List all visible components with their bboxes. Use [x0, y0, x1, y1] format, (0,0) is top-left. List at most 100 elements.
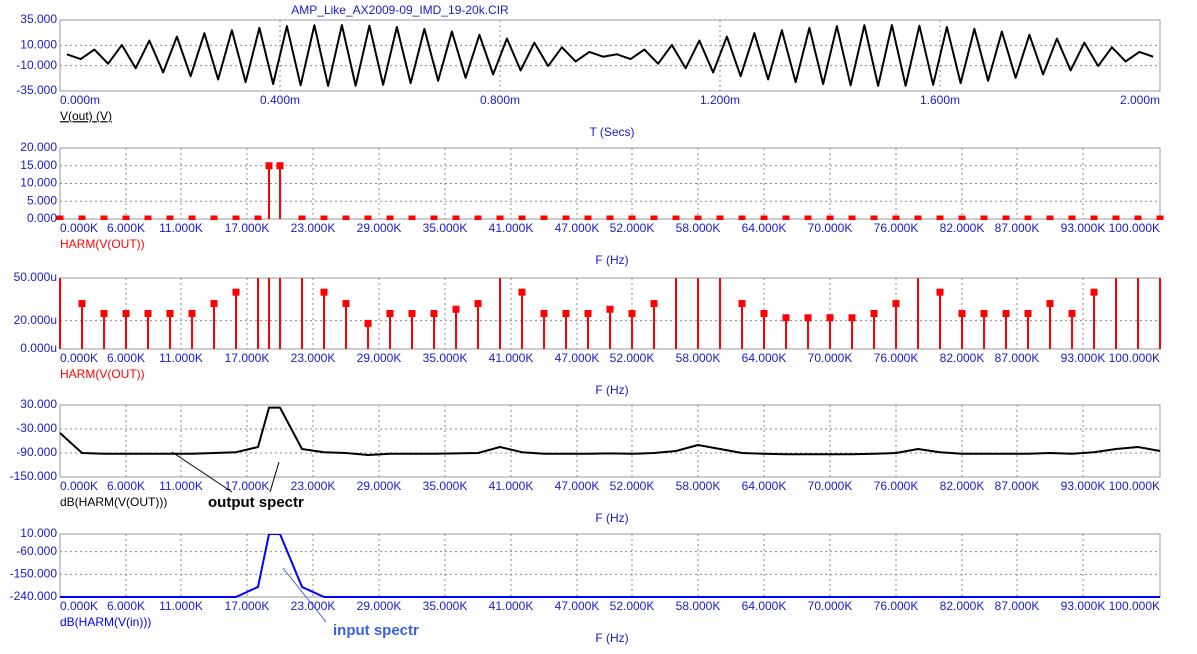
- stem-marker: [914, 215, 922, 220]
- x-tick-label: 11.000K: [159, 221, 203, 235]
- stem-marker: [518, 288, 526, 296]
- stem-marker: [606, 305, 614, 313]
- stem-marker: [694, 215, 702, 220]
- stem-marker: [540, 310, 548, 317]
- x-tick-label: 82.000K: [940, 479, 985, 493]
- stem-marker: [1112, 215, 1120, 220]
- stem-marker: [826, 215, 834, 220]
- stem-marker: [474, 215, 482, 220]
- stem-marker: [298, 215, 306, 220]
- stem-marker: [562, 310, 570, 317]
- stem-marker: [584, 215, 592, 220]
- x-tick-label: 64.000K: [742, 479, 787, 493]
- x-tick-label: 41.000K: [489, 599, 534, 613]
- stem-marker: [1046, 215, 1054, 220]
- stem-marker: [936, 288, 944, 296]
- y-tick-label: 0.000u: [20, 341, 57, 355]
- plot-frame: [59, 19, 1161, 92]
- x-tick-label: 70.000K: [808, 599, 853, 613]
- stem-marker: [1134, 215, 1142, 220]
- stem-marker: [342, 300, 350, 308]
- stem-marker: [1157, 266, 1164, 273]
- stem-marker: [1002, 310, 1010, 317]
- y-tick-label: 50.000u: [14, 270, 57, 284]
- legend-label: HARM(V(OUT)): [60, 367, 145, 381]
- stem-marker: [166, 215, 174, 220]
- stem-marker: [320, 215, 328, 220]
- x-tick-label: 52.000K: [610, 351, 655, 365]
- stem-marker: [782, 215, 790, 220]
- stem-marker: [1068, 215, 1076, 220]
- stem-marker: [584, 310, 592, 317]
- x-tick-label: 93.000K: [1061, 351, 1106, 365]
- x-tick-label: 41.000K: [489, 351, 534, 365]
- y-tick-label: -35.000: [16, 83, 57, 97]
- y-tick-label: 15.000: [20, 158, 57, 172]
- x-tick-label: 35.000K: [423, 351, 468, 365]
- x-tick-label: 52.000K: [610, 479, 655, 493]
- stem-marker: [1113, 204, 1120, 211]
- x-tick-label: 2.000m: [1120, 93, 1160, 107]
- x-tick-label: 11.000K: [159, 599, 203, 613]
- y-tick-label: 5.000: [27, 193, 57, 207]
- stem-marker: [474, 300, 482, 308]
- stem-marker: [804, 215, 812, 220]
- stem-marker: [606, 215, 614, 220]
- x-tick-label: 87.000K: [995, 221, 1040, 235]
- x-tick-label: 6.000K: [107, 599, 145, 613]
- x-axis-title: F (Hz): [595, 631, 628, 645]
- legend-label: HARM(V(OUT)): [60, 237, 145, 251]
- plot-area: [56, 162, 1164, 220]
- x-tick-label: 41.000K: [489, 221, 534, 235]
- stem-marker: [848, 215, 856, 220]
- x-tick-label: 52.000K: [610, 599, 655, 613]
- stem-marker: [100, 215, 108, 220]
- stem-marker: [144, 215, 152, 220]
- x-tick-label: 52.000K: [610, 221, 655, 235]
- x-axis-title: F (Hz): [595, 511, 628, 525]
- stem-marker: [540, 215, 548, 220]
- stem-marker: [210, 300, 218, 308]
- legend-label: V(out) (V): [60, 109, 112, 123]
- plot-area: [66, 24, 1154, 87]
- x-tick-label: 87.000K: [995, 599, 1040, 613]
- x-axis-title: F (Hz): [595, 383, 628, 397]
- stem-marker: [716, 215, 724, 220]
- stem-marker: [628, 310, 636, 317]
- stem-marker: [1002, 215, 1010, 220]
- y-tick-label: 30.000: [20, 397, 57, 411]
- x-tick-label: 29.000K: [357, 221, 402, 235]
- stem-marker: [496, 215, 504, 220]
- x-tick-label: 47.000K: [555, 221, 600, 235]
- stem-marker: [958, 215, 966, 220]
- stem-marker: [1090, 215, 1098, 220]
- series-line: [59, 406, 1161, 456]
- y-tick-label: 20.000: [20, 140, 57, 154]
- x-tick-label: 87.000K: [995, 479, 1040, 493]
- annotation: output spectr: [208, 494, 304, 511]
- y-tick-label: -10.000: [16, 58, 57, 72]
- stem-marker: [518, 215, 526, 220]
- x-tick-label: 1.200m: [700, 93, 740, 107]
- stem-marker: [650, 300, 658, 308]
- stem-marker: [452, 305, 460, 313]
- stem-marker: [760, 215, 768, 220]
- stem-marker: [364, 215, 372, 220]
- stem-marker: [672, 215, 680, 220]
- stem-marker: [342, 215, 350, 220]
- x-tick-label: 82.000K: [940, 351, 985, 365]
- x-tick-label: 82.000K: [940, 221, 985, 235]
- x-tick-label: 29.000K: [357, 351, 402, 365]
- x-tick-label: 47.000K: [555, 351, 600, 365]
- x-tick-label: 58.000K: [676, 479, 721, 493]
- x-tick-label: 6.000K: [107, 351, 145, 365]
- x-tick-label: 0.400m: [260, 93, 300, 107]
- stem-marker: [650, 215, 658, 220]
- y-tick-label: -150.000: [10, 566, 58, 580]
- x-tick-label: 76.000K: [874, 599, 919, 613]
- stem-marker: [276, 162, 284, 170]
- stem-marker: [386, 215, 394, 220]
- stem-marker: [122, 310, 130, 317]
- y-tick-label: -30.000: [16, 421, 57, 435]
- series-line: [66, 24, 1154, 87]
